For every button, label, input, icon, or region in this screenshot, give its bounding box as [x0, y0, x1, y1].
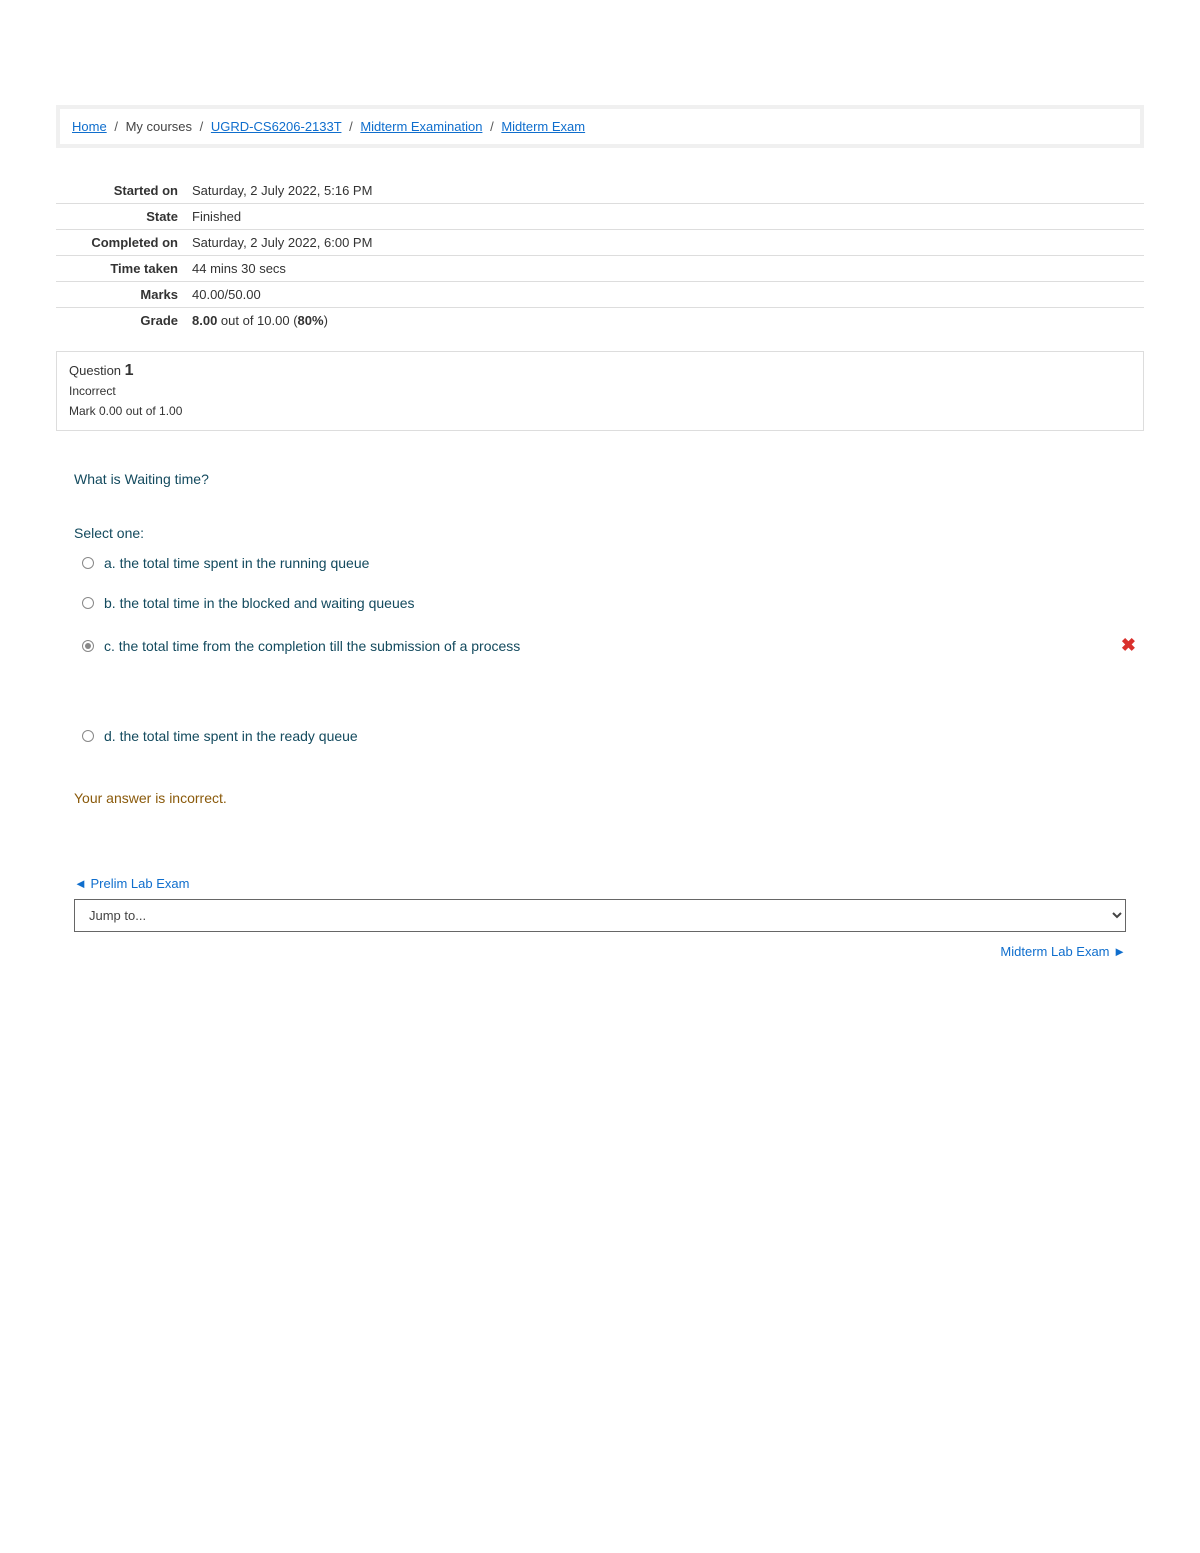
prev-link[interactable]: ◄ Prelim Lab Exam	[74, 876, 189, 891]
arrow-left-icon: ◄	[74, 876, 90, 891]
breadcrumb-container: Home / My courses / UGRD-CS6206-2133T / …	[56, 105, 1144, 148]
summary-value: 8.00 out of 10.00 (80%)	[186, 308, 1144, 334]
grade-rest: out of 10.00 (	[217, 313, 297, 328]
breadcrumb-section[interactable]: Midterm Examination	[360, 119, 482, 134]
summary-label: Completed on	[56, 230, 186, 256]
summary-label: Started on	[56, 178, 186, 204]
prev-activity-link: ◄ Prelim Lab Exam	[74, 876, 1126, 891]
arrow-right-icon: ►	[1110, 944, 1126, 959]
summary-label: Time taken	[56, 256, 186, 282]
breadcrumb-home[interactable]: Home	[72, 119, 107, 134]
breadcrumb-sep: /	[114, 119, 118, 134]
grade-close: )	[324, 313, 328, 328]
next-link[interactable]: Midterm Lab Exam ►	[1000, 944, 1126, 959]
radio-icon[interactable]	[82, 557, 94, 569]
question-text: What is Waiting time?	[74, 471, 1144, 487]
option-label: b. the total time in the blocked and wai…	[104, 595, 415, 611]
breadcrumb-sep: /	[200, 119, 204, 134]
breadcrumb-course[interactable]: UGRD-CS6206-2133T	[211, 119, 342, 134]
radio-icon[interactable]	[82, 597, 94, 609]
question-body: What is Waiting time? Select one: a. the…	[56, 471, 1144, 744]
summary-value: Finished	[186, 204, 1144, 230]
incorrect-icon: ✖	[1121, 635, 1144, 656]
question-nav: ◄ Prelim Lab Exam Jump to... Midterm Lab…	[56, 876, 1144, 959]
summary-label: Marks	[56, 282, 186, 308]
grade-value: 8.00	[192, 313, 217, 328]
breadcrumb-sep: /	[349, 119, 353, 134]
attempt-summary-table: Started on Saturday, 2 July 2022, 5:16 P…	[56, 178, 1144, 333]
breadcrumb-my-courses: My courses	[126, 119, 192, 134]
table-row: State Finished	[56, 204, 1144, 230]
next-activity-link: Midterm Lab Exam ►	[74, 944, 1126, 959]
question-mark: Mark 0.00 out of 1.00	[69, 404, 1131, 418]
summary-value: Saturday, 2 July 2022, 6:00 PM	[186, 230, 1144, 256]
table-row: Grade 8.00 out of 10.00 (80%)	[56, 308, 1144, 334]
select-one-label: Select one:	[74, 525, 1144, 541]
radio-icon[interactable]	[82, 730, 94, 742]
breadcrumb-page[interactable]: Midterm Exam	[501, 119, 585, 134]
grade-pct: 80%	[298, 313, 324, 328]
answer-feedback: Your answer is incorrect.	[56, 790, 1144, 806]
option-c[interactable]: c. the total time from the completion ti…	[74, 635, 1144, 656]
summary-value: 40.00/50.00	[186, 282, 1144, 308]
summary-value: 44 mins 30 secs	[186, 256, 1144, 282]
table-row: Time taken 44 mins 30 secs	[56, 256, 1144, 282]
option-label: c. the total time from the completion ti…	[104, 638, 520, 654]
question-number: Question 1	[69, 362, 1131, 380]
option-label: d. the total time spent in the ready que…	[104, 728, 358, 744]
summary-value: Saturday, 2 July 2022, 5:16 PM	[186, 178, 1144, 204]
radio-icon[interactable]	[82, 640, 94, 652]
option-d[interactable]: d. the total time spent in the ready que…	[74, 728, 1144, 744]
summary-label: State	[56, 204, 186, 230]
option-b[interactable]: b. the total time in the blocked and wai…	[74, 595, 1144, 611]
summary-label: Grade	[56, 308, 186, 334]
table-row: Started on Saturday, 2 July 2022, 5:16 P…	[56, 178, 1144, 204]
question-header: Question 1 Incorrect Mark 0.00 out of 1.…	[56, 351, 1144, 431]
option-label: a. the total time spent in the running q…	[104, 555, 369, 571]
table-row: Marks 40.00/50.00	[56, 282, 1144, 308]
option-a[interactable]: a. the total time spent in the running q…	[74, 555, 1144, 571]
table-row: Completed on Saturday, 2 July 2022, 6:00…	[56, 230, 1144, 256]
jump-to-select[interactable]: Jump to...	[74, 899, 1126, 932]
breadcrumb: Home / My courses / UGRD-CS6206-2133T / …	[72, 119, 1128, 134]
question-status: Incorrect	[69, 384, 1131, 398]
breadcrumb-sep: /	[490, 119, 494, 134]
